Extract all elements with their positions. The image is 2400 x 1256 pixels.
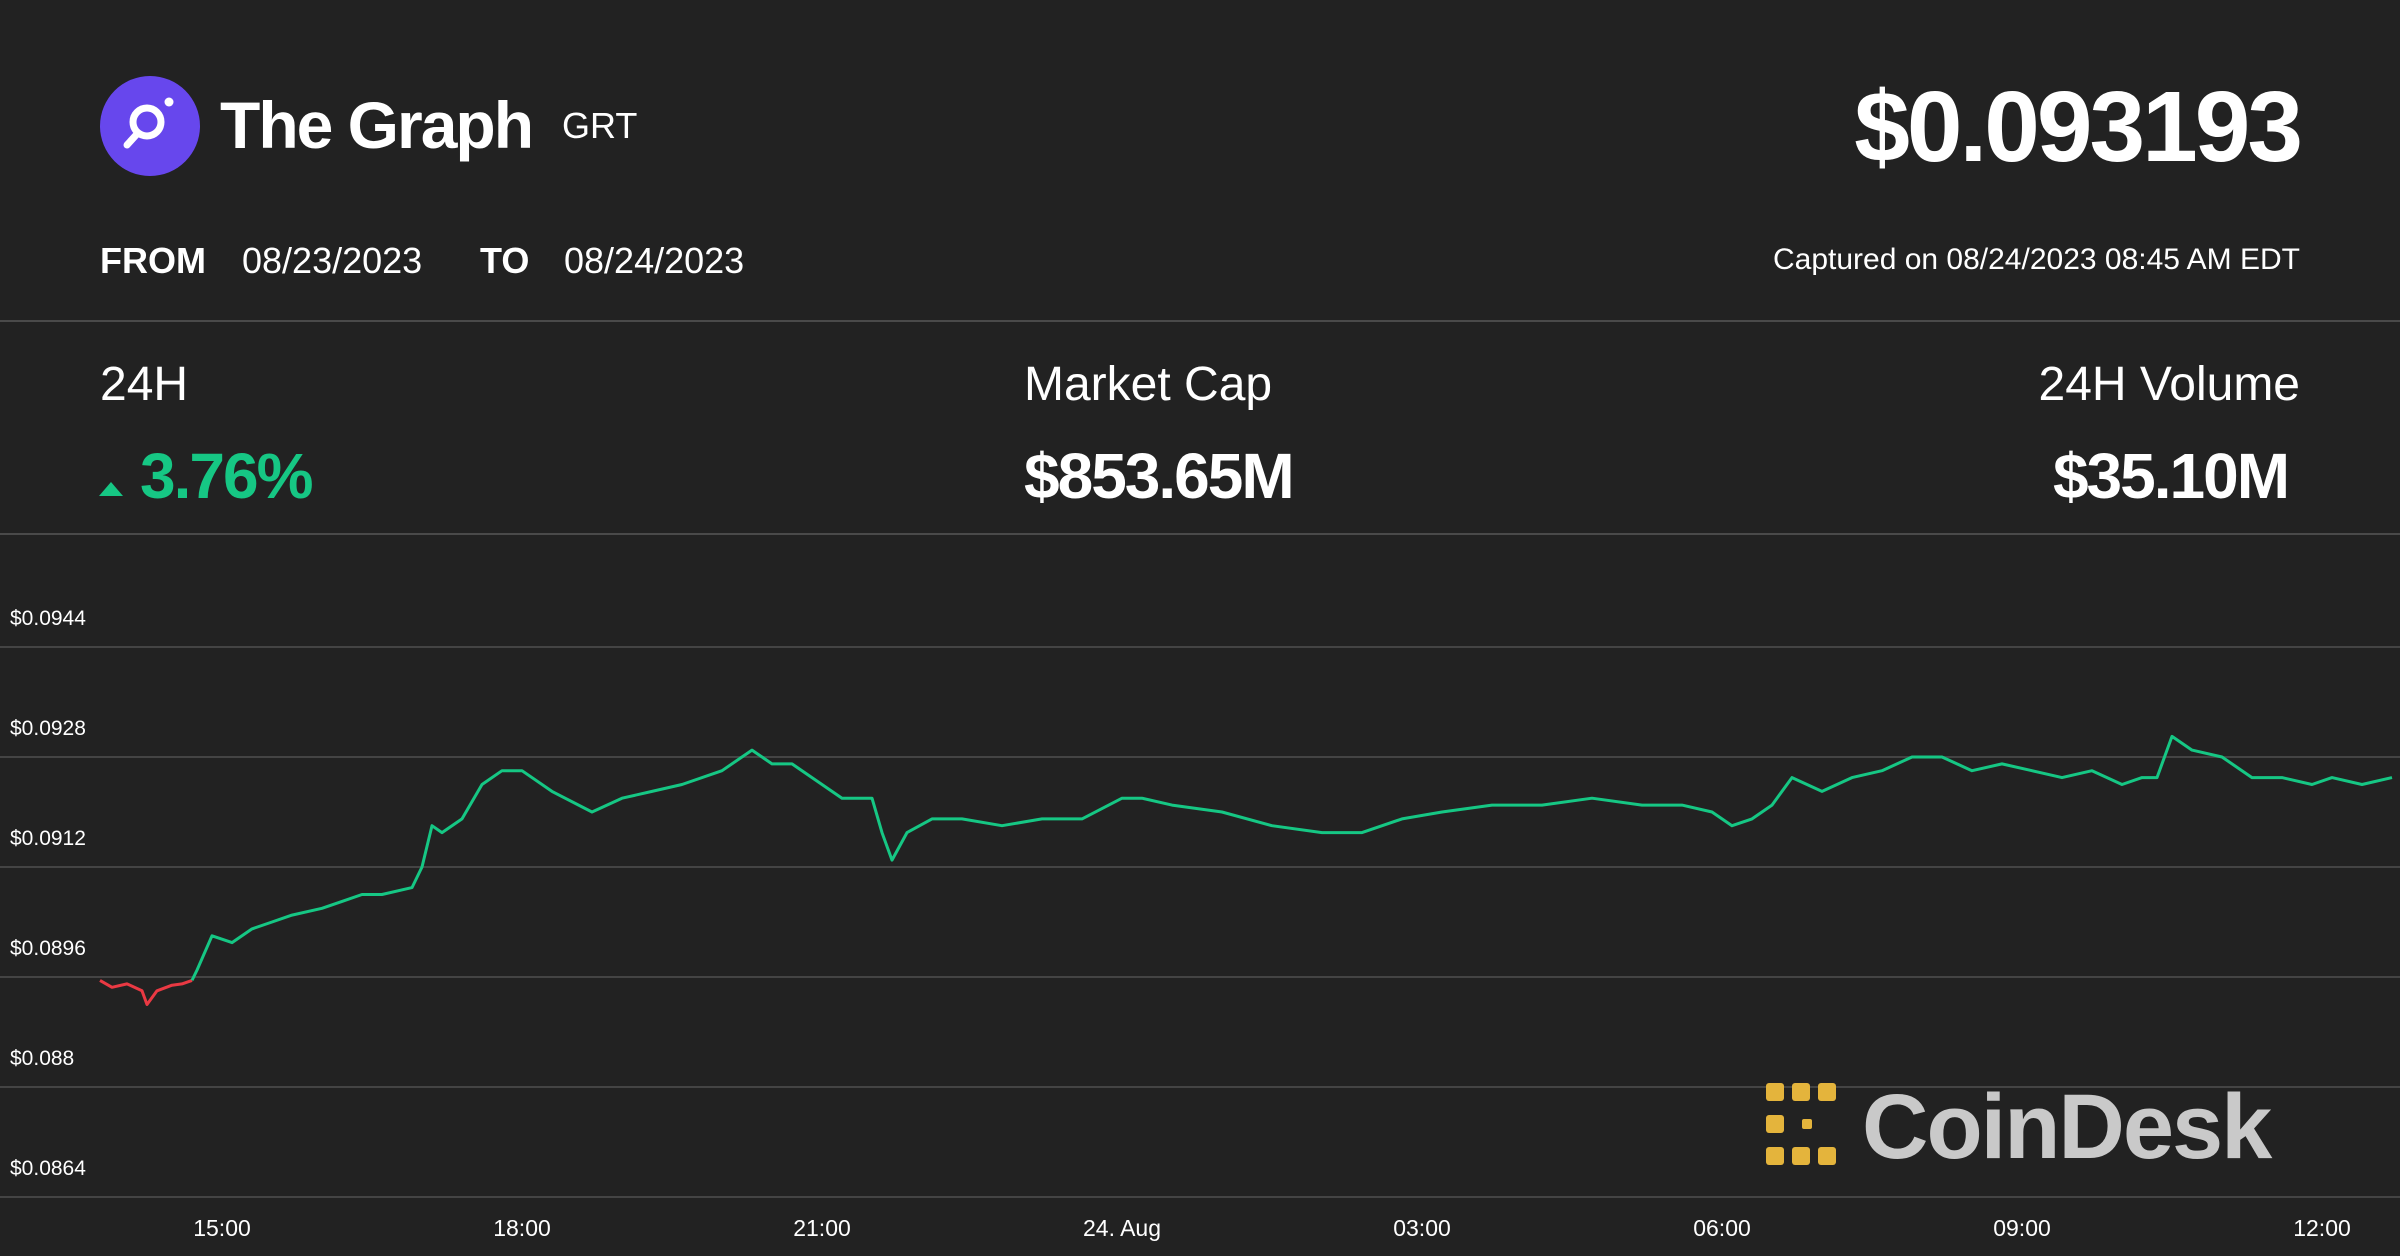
coindesk-logo-icon bbox=[1766, 1083, 1836, 1165]
x-tick-label: 12:00 bbox=[2293, 1215, 2351, 1241]
y-tick-label: $0.088 bbox=[10, 1047, 74, 1070]
change-value: 3.76% bbox=[140, 440, 313, 512]
to-date: 08/24/2023 bbox=[564, 240, 745, 281]
x-tick-label: 21:00 bbox=[793, 1215, 851, 1241]
coin-name: The Graph bbox=[220, 88, 534, 162]
header-divider bbox=[0, 320, 2400, 322]
market-cap-value: $853.65M bbox=[1024, 440, 1295, 512]
up-triangle-icon bbox=[99, 482, 123, 496]
y-tick-label: $0.0928 bbox=[10, 717, 86, 740]
x-tick-label: 06:00 bbox=[1693, 1215, 1751, 1241]
y-tick-label: $0.0944 bbox=[10, 607, 86, 630]
price-line-up-segment bbox=[190, 734, 2393, 982]
y-tick-label: $0.0864 bbox=[10, 1157, 86, 1180]
x-tick-label: 15:00 bbox=[193, 1215, 251, 1241]
market-cap-label: Market Cap bbox=[1024, 358, 1273, 411]
coin-symbol: GRT bbox=[562, 105, 638, 146]
y-tick-label: $0.0912 bbox=[10, 827, 86, 850]
the-graph-logo-icon bbox=[100, 76, 200, 176]
volume-value: $35.10M bbox=[2052, 440, 2290, 512]
from-date: 08/23/2023 bbox=[242, 240, 423, 281]
stats-divider bbox=[0, 533, 2400, 535]
x-tick-label: 03:00 bbox=[1393, 1215, 1451, 1241]
from-label: FROM bbox=[100, 240, 206, 281]
y-tick-label: $0.0896 bbox=[10, 937, 86, 960]
y-axis-ticks: $0.0944 $0.0928 $0.0912 $0.0896 $0.088 $0.086… bbox=[10, 607, 86, 1180]
x-tick-label: 09:00 bbox=[1993, 1215, 2051, 1241]
x-tick-label: 24. Aug bbox=[1083, 1215, 1161, 1241]
to-label: TO bbox=[480, 240, 530, 281]
volume-label: 24H Volume bbox=[2038, 358, 2301, 411]
price-line-down-segment bbox=[99, 978, 193, 1006]
captured-timestamp: Captured on 08/24/2023 08:45 AM EDT bbox=[1772, 243, 2300, 276]
change-label: 24H bbox=[100, 358, 189, 411]
price-line bbox=[99, 734, 2393, 1006]
x-tick-label: 18:00 bbox=[493, 1215, 551, 1241]
grid-lines bbox=[0, 646, 2400, 1198]
coindesk-watermark: CoinDesk bbox=[1862, 1076, 2272, 1178]
x-axis-ticks: 15:00 18:00 21:00 24. Aug 03:00 06:00 09:00 12:… bbox=[193, 1215, 2351, 1241]
current-price: $0.093193 bbox=[1854, 71, 2303, 183]
